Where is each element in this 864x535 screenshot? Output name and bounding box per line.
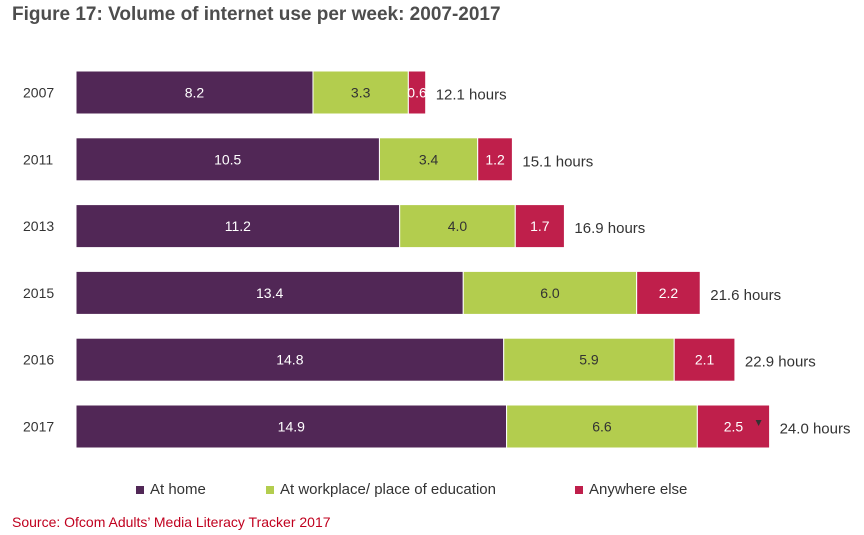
data-label-anywhere-else: 1.2: [485, 151, 505, 167]
data-label-at-workplace-place-of-education: 6.6: [592, 419, 612, 435]
data-label-at-workplace-place-of-education: 5.9: [579, 352, 599, 368]
data-label-anywhere-else: 2.1: [695, 352, 715, 368]
data-label-at-workplace-place-of-education: 4.0: [448, 218, 468, 234]
data-label-at-workplace-place-of-education: 6.0: [540, 285, 560, 301]
category-label: 2007: [23, 85, 54, 101]
legend-label-at-workplace: At workplace/ place of education: [280, 481, 496, 498]
data-label-at-home: 14.8: [276, 352, 303, 368]
data-label-anywhere-else: 1.7: [530, 218, 550, 234]
bar-at-home: [75, 404, 508, 449]
legend-label-at-home: At home: [150, 481, 206, 498]
total-label: 21.6 hours: [710, 287, 781, 304]
legend-swatch-at-workplace: [266, 485, 274, 494]
chart-title: Figure 17: Volume of internet use per we…: [12, 4, 501, 25]
bar-anywhere-else: [636, 270, 701, 315]
bar-at-home: [75, 270, 464, 315]
bar-at-home: [75, 204, 401, 249]
bar-at-workplace-place-of-education: [506, 404, 698, 449]
source-note: Source: Ofcom Adults’ Media Literacy Tra…: [12, 514, 331, 530]
total-label: 24.0 hours: [780, 421, 851, 438]
total-label: 22.9 hours: [745, 354, 816, 371]
bar-at-workplace-place-of-education: [399, 204, 516, 249]
data-label-at-workplace-place-of-education: 3.3: [351, 85, 371, 101]
data-label-anywhere-else: 0.6: [407, 85, 427, 101]
bar-at-workplace-place-of-education: [312, 70, 409, 115]
legend-item-at-workplace: At workplace/ place of education: [266, 481, 496, 498]
bar-anywhere-else: [407, 70, 427, 115]
bar-at-workplace-place-of-education: [462, 270, 638, 315]
category-label: 2017: [23, 419, 54, 435]
bar-at-home: [75, 337, 505, 382]
data-label-at-workplace-place-of-education: 3.4: [419, 151, 439, 167]
data-label-anywhere-else: 2.5: [724, 419, 744, 435]
legend: At home At workplace/ place of education…: [0, 481, 864, 501]
legend-item-anywhere-else: Anywhere else: [575, 481, 687, 498]
total-label: 15.1 hours: [522, 153, 593, 170]
total-label: 12.1 hours: [436, 87, 507, 104]
category-label: 2015: [23, 285, 54, 301]
bar-anywhere-else: [696, 404, 771, 449]
data-label-at-home: 11.2: [225, 218, 251, 234]
data-label-anywhere-else: 2.2: [659, 285, 679, 301]
data-label-at-home: 10.5: [214, 151, 241, 167]
stacked-bar-chart: 2007 8.2 3.3 0.6 12.1 hours 2011 10.5 3.4 1.2 15.…: [23, 70, 851, 449]
total-label: 16.9 hours: [574, 220, 645, 237]
bar-anywhere-else: [514, 204, 565, 249]
legend-swatch-anywhere-else: [575, 485, 583, 494]
data-label-at-home: 8.2: [185, 85, 205, 101]
bar-at-workplace-place-of-education: [378, 137, 479, 182]
bar-anywhere-else: [673, 337, 736, 382]
category-label: 2013: [23, 218, 54, 234]
data-label-at-home: 13.4: [256, 285, 283, 301]
legend-item-at-home: At home: [136, 481, 206, 498]
legend-swatch-at-home: [136, 485, 144, 494]
bar-at-home: [75, 137, 380, 182]
legend-label-anywhere-else: Anywhere else: [589, 481, 688, 498]
bar-anywhere-else: [477, 137, 513, 182]
data-label-at-home: 14.9: [278, 419, 305, 435]
significance-marker-icon: [755, 420, 762, 426]
category-label: 2016: [23, 352, 54, 368]
category-label: 2011: [23, 151, 53, 167]
